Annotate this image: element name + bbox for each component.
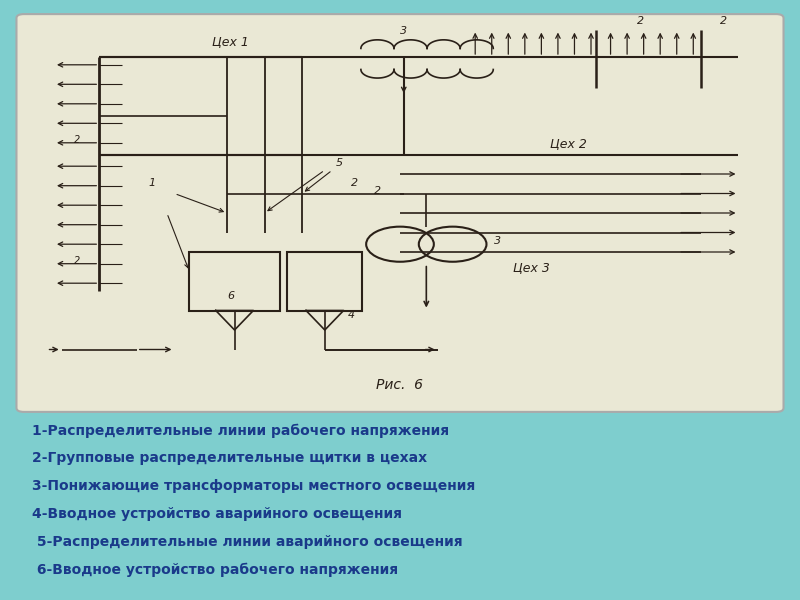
Text: 3: 3 bbox=[400, 26, 407, 35]
Bar bbox=[190, 252, 280, 311]
FancyBboxPatch shape bbox=[17, 14, 783, 412]
Text: 6: 6 bbox=[227, 291, 234, 301]
Text: 3: 3 bbox=[494, 236, 502, 246]
Bar bbox=[287, 252, 362, 311]
Text: 4-Вводное устройство аварийного освещения: 4-Вводное устройство аварийного освещени… bbox=[32, 507, 402, 521]
Text: 1-Распределительные линии рабочего напряжения: 1-Распределительные линии рабочего напря… bbox=[32, 424, 449, 437]
Text: 2: 2 bbox=[720, 16, 727, 26]
Text: 5-Распределительные линии аварийного освещения: 5-Распределительные линии аварийного осв… bbox=[32, 535, 462, 549]
Text: Цех 3: Цех 3 bbox=[513, 262, 550, 275]
Text: 4: 4 bbox=[347, 310, 354, 320]
Text: 2: 2 bbox=[74, 256, 80, 266]
Text: 1: 1 bbox=[148, 178, 155, 188]
Text: 2: 2 bbox=[374, 185, 381, 196]
Text: 5: 5 bbox=[336, 158, 343, 168]
Text: Цех 2: Цех 2 bbox=[550, 137, 587, 149]
Text: 2: 2 bbox=[74, 135, 80, 145]
Text: Цех 1: Цех 1 bbox=[212, 35, 249, 48]
Text: 2: 2 bbox=[351, 178, 358, 188]
Text: 2-Групповые распределительные щитки в цехах: 2-Групповые распределительные щитки в це… bbox=[32, 451, 427, 465]
Text: 2: 2 bbox=[637, 16, 644, 26]
Text: 3-Понижающие трансформаторы местного освещения: 3-Понижающие трансформаторы местного осв… bbox=[32, 479, 475, 493]
Text: 6-Вводное устройство рабочего напряжения: 6-Вводное устройство рабочего напряжения bbox=[32, 563, 398, 577]
Text: Рис.  6: Рис. 6 bbox=[377, 377, 423, 392]
